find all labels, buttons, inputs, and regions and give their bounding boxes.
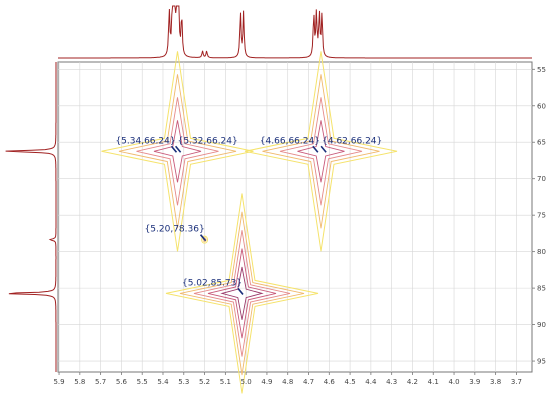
- contour-level: [153, 120, 202, 183]
- top-projection: [58, 5, 532, 59]
- x-tick-label: 4.9: [261, 378, 272, 386]
- plot-area: {5.34,66.24} {5.32,66.24} {4.66,66.24} {4.6…: [57, 51, 533, 394]
- peak-marker: [312, 145, 319, 153]
- x-tick-label: 4.6: [324, 378, 336, 386]
- x-tick-label: 4.1: [428, 378, 439, 386]
- y-tick-label: 60: [537, 102, 546, 110]
- x-tick-label: 4.0: [448, 378, 459, 386]
- contour-level: [262, 74, 380, 229]
- x-tick-label: 5.4: [157, 378, 169, 386]
- x-tick-label: 3.7: [511, 378, 522, 386]
- y-tick-label: 55: [537, 66, 546, 74]
- x-tick-label: 3.9: [469, 378, 480, 386]
- peak-marker: [199, 234, 207, 242]
- peak-label: {5.20,78.36}: [145, 225, 205, 235]
- contour-level: [118, 74, 237, 229]
- contour-level: [193, 230, 291, 357]
- x-tick-label: 5.3: [178, 378, 189, 386]
- x-tick-label: 4.2: [407, 378, 418, 386]
- x-tick-label: 5.7: [95, 378, 106, 386]
- contour-level: [136, 97, 219, 206]
- x-tick-label: 5.6: [116, 378, 128, 386]
- plot-frame: [57, 61, 533, 373]
- contour-ring: [201, 235, 209, 244]
- x-tick-label: 5.1: [220, 378, 231, 386]
- contour-level: [220, 266, 264, 320]
- peak-label: {5.32,66.24}: [178, 136, 238, 146]
- peak-marker: [320, 145, 327, 153]
- x-tick-label: 5.9: [53, 378, 64, 386]
- contour-level: [179, 211, 305, 376]
- contour-level: [101, 51, 254, 252]
- x-tick-label: 4.4: [365, 378, 377, 386]
- contour-level: [165, 193, 319, 394]
- peak-label: {5.02,85.73}: [182, 278, 242, 288]
- proton-trace: [58, 5, 532, 59]
- y-tick-label: 75: [537, 212, 546, 220]
- carbon-trace: [5, 62, 57, 372]
- contour-level: [207, 248, 277, 339]
- cluster-5.33: [101, 51, 254, 252]
- contours: [101, 51, 398, 394]
- x-tick-label: 5.8: [74, 378, 85, 386]
- x-axis: 5.9 5.8 5.7 5.6 5.5 5.4 5.3 5.2 5.1 5.0 4.9 4.8 4.7 4…: [53, 372, 522, 386]
- y-tick-label: 95: [537, 358, 546, 366]
- peak-marker: [237, 287, 244, 295]
- cluster-5.02: [165, 193, 319, 394]
- peak-marker: [175, 145, 182, 153]
- x-tick-label: 4.3: [386, 378, 397, 386]
- x-tick-label: 5.2: [199, 378, 210, 386]
- x-tick-label: 5.0: [241, 378, 252, 386]
- y-tick-label: 80: [537, 248, 546, 256]
- x-tick-label: 3.8: [490, 378, 501, 386]
- peak-label: {4.62,66.24}: [322, 136, 382, 146]
- cluster-4.64: [244, 51, 398, 252]
- x-tick-label: 4.5: [345, 378, 356, 386]
- contour-level: [297, 120, 345, 183]
- y-tick-label: 65: [537, 139, 546, 147]
- x-tick-label: 4.7: [303, 378, 314, 386]
- y-axis: 55 60 65 70 75 80 85 90 95: [532, 66, 546, 366]
- y-tick-label: 70: [537, 175, 546, 183]
- peak-markers: {5.34,66.24} {5.32,66.24} {4.66,66.24} {4.6…: [115, 136, 382, 295]
- grid-lines: [58, 62, 532, 372]
- left-projection: [5, 62, 57, 372]
- x-tick-label: 5.5: [137, 378, 148, 386]
- cluster-5.20: [201, 235, 209, 244]
- contour-level: [244, 51, 398, 252]
- contour-level: [279, 97, 363, 206]
- y-tick-label: 90: [537, 321, 546, 329]
- x-tick-label: 4.8: [282, 378, 293, 386]
- peak-marker: [170, 145, 178, 153]
- y-tick-label: 85: [537, 285, 546, 293]
- peak-label: {4.66,66.24}: [260, 136, 320, 146]
- contour-ring: [202, 237, 207, 243]
- peak-label: {5.34,66.24}: [115, 136, 175, 146]
